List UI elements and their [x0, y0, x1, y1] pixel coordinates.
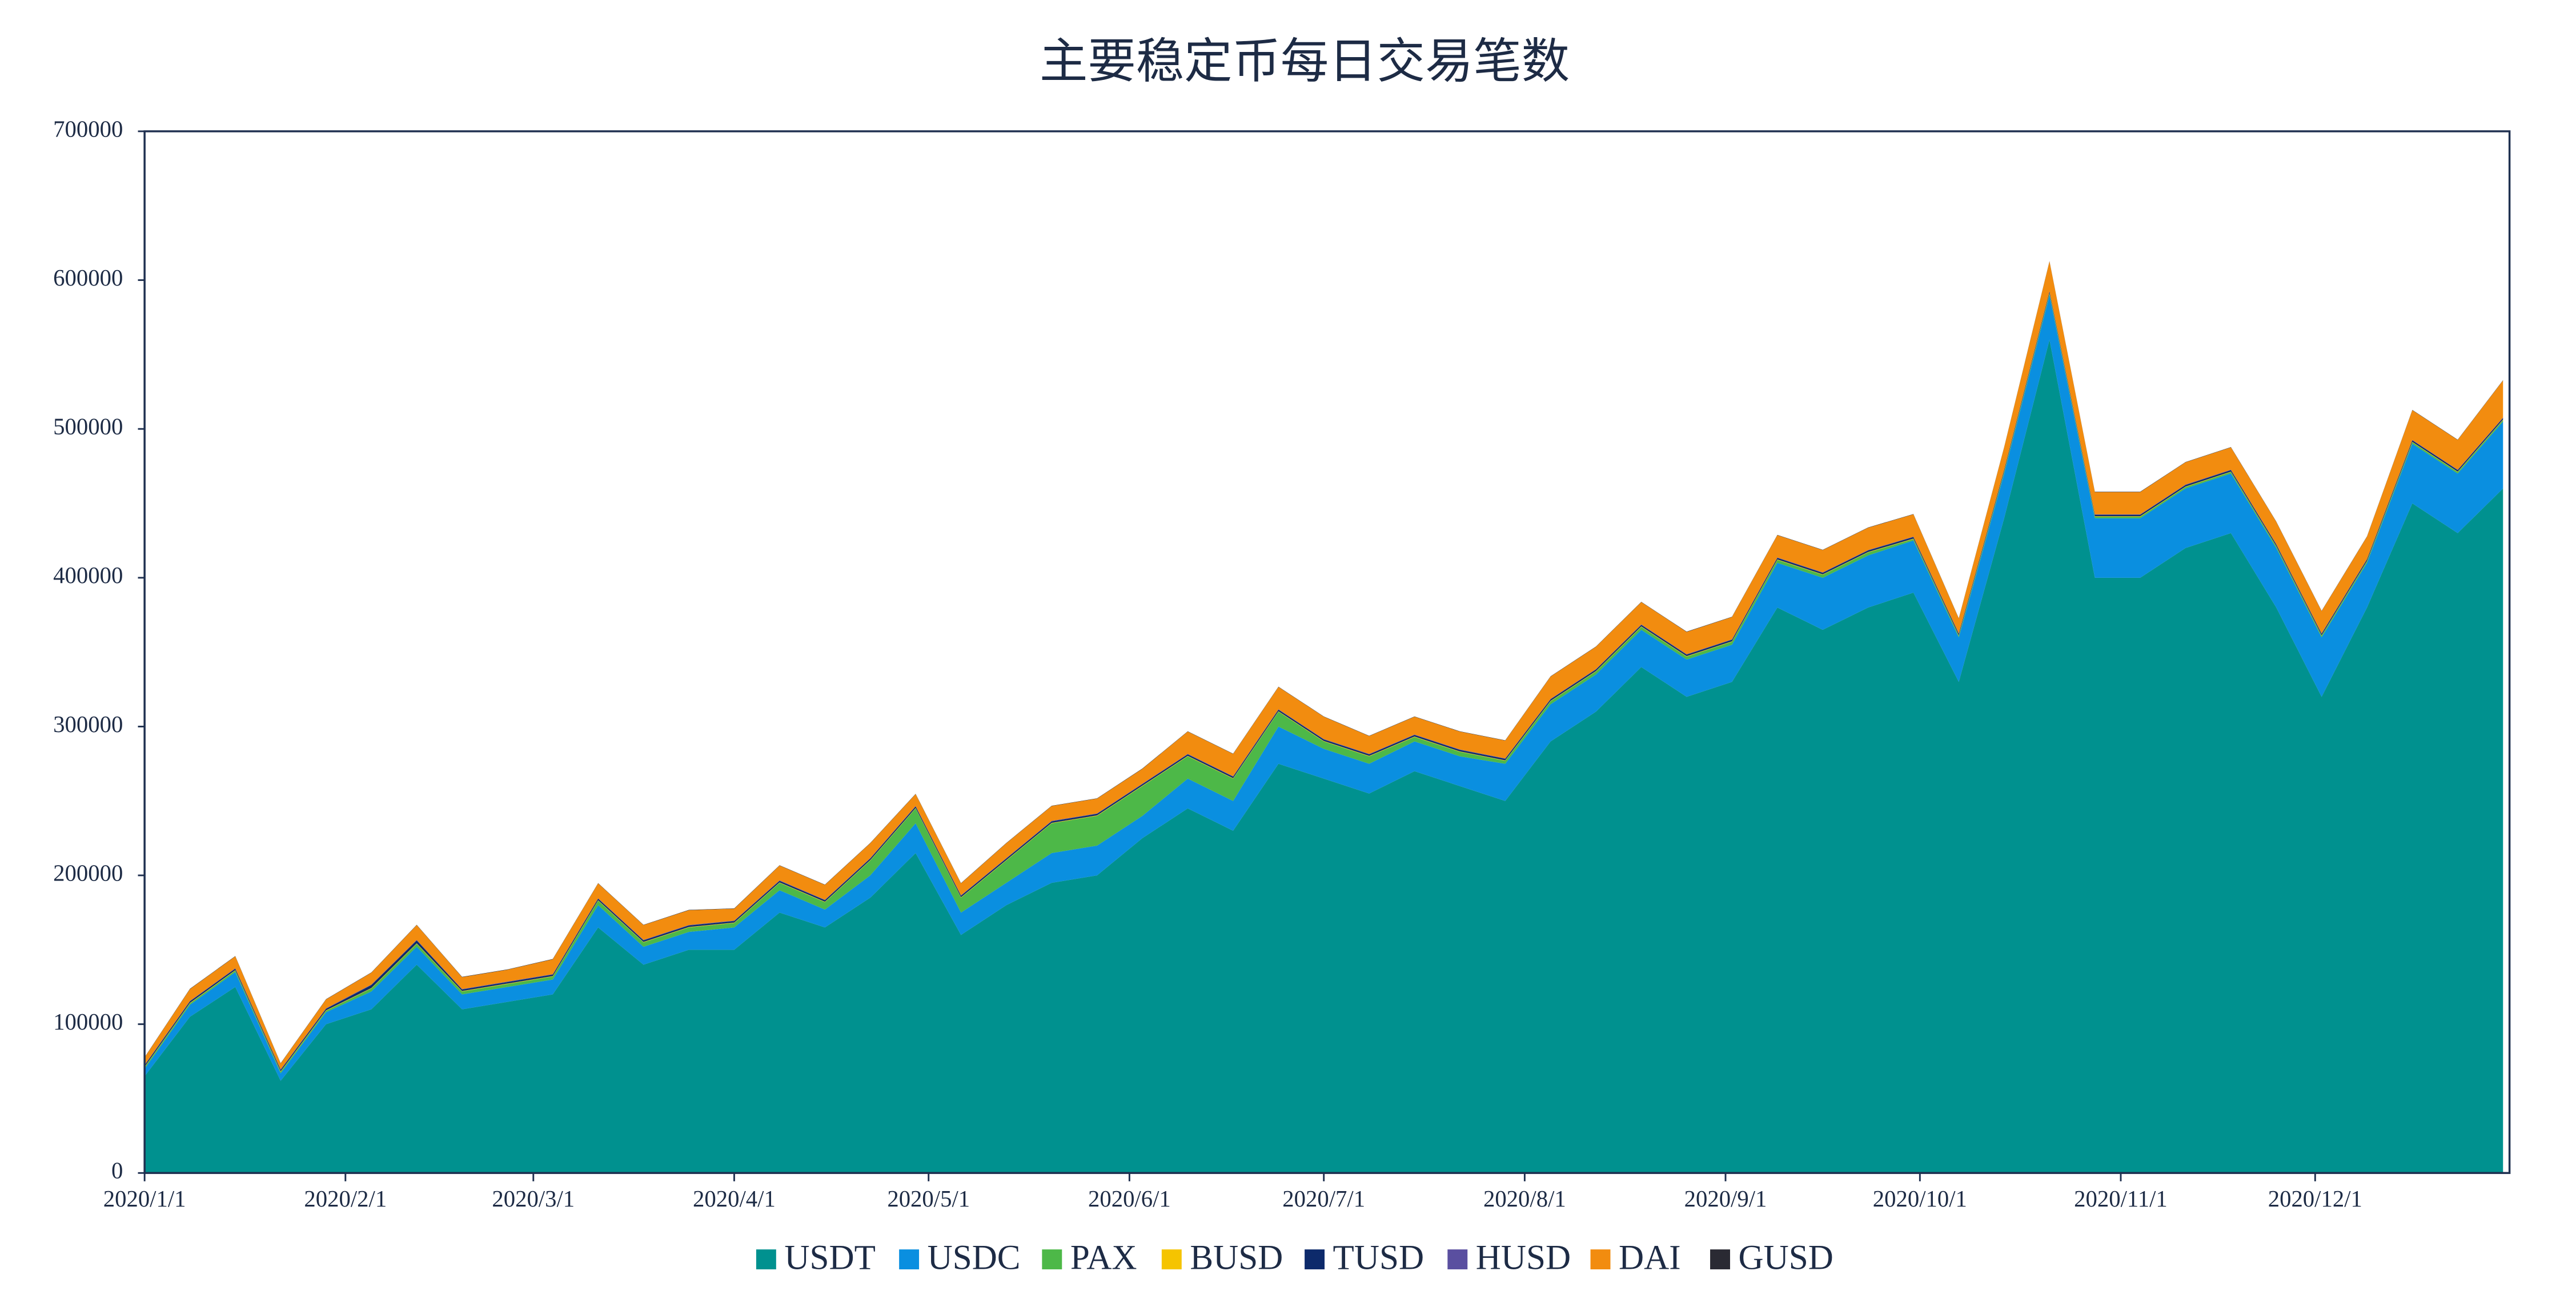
legend-item: USDC: [899, 1239, 1021, 1277]
y-tick-label: 500000: [53, 414, 123, 440]
x-tick-label: 2020/2/1: [304, 1186, 387, 1212]
legend-label: TUSD: [1333, 1239, 1425, 1277]
legend-item: HUSD: [1447, 1239, 1571, 1277]
x-tick-label: 2020/11/1: [2074, 1186, 2168, 1212]
legend-swatch: [1710, 1249, 1730, 1270]
chart-title: 主要稳定币每日交易笔数: [1040, 35, 1570, 89]
x-tick-label: 2020/10/1: [1873, 1186, 1967, 1212]
y-tick-label: 300000: [53, 711, 123, 737]
legend-label: USDT: [784, 1239, 876, 1277]
legend-swatch: [1305, 1249, 1325, 1270]
legend-swatch: [1161, 1249, 1182, 1270]
legend-label: USDC: [928, 1239, 1021, 1277]
legend-item: BUSD: [1161, 1239, 1283, 1277]
x-tick-label: 2020/9/1: [1684, 1186, 1767, 1212]
legend-label: DAI: [1619, 1239, 1681, 1277]
y-tick-label: 200000: [53, 860, 123, 886]
y-tick-label: 700000: [53, 116, 123, 142]
legend-item: PAX: [1042, 1239, 1137, 1277]
y-tick-label: 0: [111, 1158, 123, 1184]
legend-label: BUSD: [1190, 1239, 1283, 1277]
plot-frame: [143, 130, 2511, 1175]
area-usdt: [145, 339, 2503, 1173]
x-tick-label: 2020/4/1: [693, 1186, 776, 1212]
x-tick-label: 2020/8/1: [1483, 1186, 1566, 1212]
x-tick-label: 2020/6/1: [1088, 1186, 1171, 1212]
x-tick-label: 2020/1/1: [103, 1186, 186, 1212]
legend-item: GUSD: [1710, 1239, 1833, 1277]
legend-item: USDT: [756, 1239, 876, 1277]
x-tick-label: 2020/7/1: [1282, 1186, 1365, 1212]
legend-swatch: [1447, 1249, 1468, 1270]
x-tick-label: 2020/3/1: [492, 1186, 575, 1212]
x-tick-label: 2020/5/1: [887, 1186, 970, 1212]
y-tick-label: 100000: [53, 1009, 123, 1035]
legend-item: DAI: [1590, 1239, 1681, 1277]
x-tick-label: 2020/12/1: [2268, 1186, 2362, 1212]
y-tick-label: 400000: [53, 562, 123, 588]
legend-label: HUSD: [1476, 1239, 1571, 1277]
legend-item: TUSD: [1305, 1239, 1424, 1277]
legend-swatch: [899, 1249, 920, 1270]
legend-swatch: [1042, 1249, 1062, 1270]
legend-swatch: [756, 1249, 776, 1270]
legend-swatch: [1590, 1249, 1611, 1270]
legend-label: PAX: [1070, 1239, 1137, 1277]
y-tick-label: 600000: [53, 265, 123, 291]
legend-label: GUSD: [1739, 1239, 1833, 1277]
